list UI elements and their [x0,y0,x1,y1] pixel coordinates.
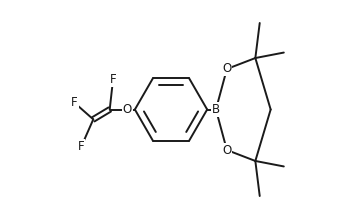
Text: O: O [122,103,132,116]
Text: F: F [78,140,85,153]
Text: O: O [222,143,232,157]
Text: F: F [110,73,116,87]
Text: B: B [212,103,220,116]
Text: O: O [222,62,232,76]
Text: F: F [71,96,78,110]
